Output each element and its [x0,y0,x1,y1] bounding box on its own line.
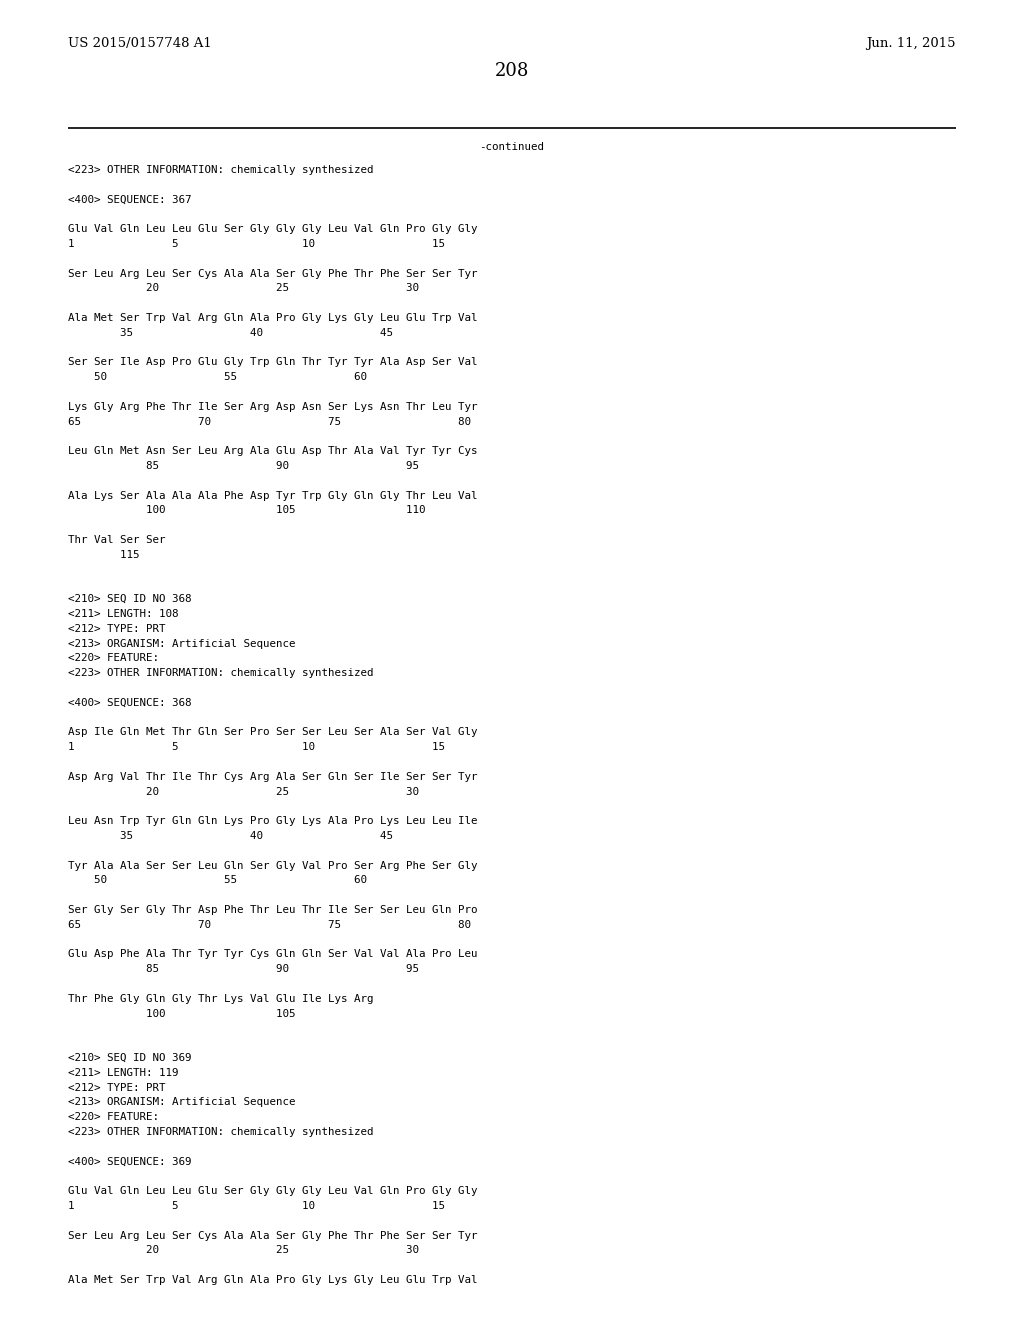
Text: Thr Val Ser Ser: Thr Val Ser Ser [68,535,166,545]
Text: 85                  90                  95: 85 90 95 [68,461,419,471]
Text: <212> TYPE: PRT: <212> TYPE: PRT [68,1082,166,1093]
Text: 50                  55                  60: 50 55 60 [68,372,367,383]
Text: 65                  70                  75                  80: 65 70 75 80 [68,417,471,426]
Text: <223> OTHER INFORMATION: chemically synthesized: <223> OTHER INFORMATION: chemically synt… [68,165,374,176]
Text: Ala Lys Ser Ala Ala Ala Phe Asp Tyr Trp Gly Gln Gly Thr Leu Val: Ala Lys Ser Ala Ala Ala Phe Asp Tyr Trp … [68,491,477,500]
Text: 20                  25                  30: 20 25 30 [68,1245,419,1255]
Text: <400> SEQUENCE: 367: <400> SEQUENCE: 367 [68,194,191,205]
Text: -continued: -continued [479,143,545,152]
Text: 100                 105                 110: 100 105 110 [68,506,426,515]
Text: Ser Ser Ile Asp Pro Glu Gly Trp Gln Thr Tyr Tyr Ala Asp Ser Val: Ser Ser Ile Asp Pro Glu Gly Trp Gln Thr … [68,358,477,367]
Text: <220> FEATURE:: <220> FEATURE: [68,653,159,664]
Text: 20                  25                  30: 20 25 30 [68,787,419,796]
Text: 50                  55                  60: 50 55 60 [68,875,367,886]
Text: Glu Val Gln Leu Leu Glu Ser Gly Gly Gly Leu Val Gln Pro Gly Gly: Glu Val Gln Leu Leu Glu Ser Gly Gly Gly … [68,224,477,234]
Text: 85                  90                  95: 85 90 95 [68,964,419,974]
Text: Thr Phe Gly Gln Gly Thr Lys Val Glu Ile Lys Arg: Thr Phe Gly Gln Gly Thr Lys Val Glu Ile … [68,994,374,1003]
Text: 100                 105: 100 105 [68,1008,296,1019]
Text: 1               5                   10                  15: 1 5 10 15 [68,1201,445,1210]
Text: <210> SEQ ID NO 368: <210> SEQ ID NO 368 [68,594,191,605]
Text: 35                  40                  45: 35 40 45 [68,832,393,841]
Text: US 2015/0157748 A1: US 2015/0157748 A1 [68,37,212,50]
Text: <223> OTHER INFORMATION: chemically synthesized: <223> OTHER INFORMATION: chemically synt… [68,668,374,678]
Text: Ser Leu Arg Leu Ser Cys Ala Ala Ser Gly Phe Thr Phe Ser Ser Tyr: Ser Leu Arg Leu Ser Cys Ala Ala Ser Gly … [68,268,477,279]
Text: 115: 115 [68,550,139,560]
Text: Glu Asp Phe Ala Thr Tyr Tyr Cys Gln Gln Ser Val Val Ala Pro Leu: Glu Asp Phe Ala Thr Tyr Tyr Cys Gln Gln … [68,949,477,960]
Text: <210> SEQ ID NO 369: <210> SEQ ID NO 369 [68,1053,191,1063]
Text: <400> SEQUENCE: 368: <400> SEQUENCE: 368 [68,698,191,708]
Text: Ser Leu Arg Leu Ser Cys Ala Ala Ser Gly Phe Thr Phe Ser Ser Tyr: Ser Leu Arg Leu Ser Cys Ala Ala Ser Gly … [68,1230,477,1241]
Text: <400> SEQUENCE: 369: <400> SEQUENCE: 369 [68,1156,191,1167]
Text: Ser Gly Ser Gly Thr Asp Phe Thr Leu Thr Ile Ser Ser Leu Gln Pro: Ser Gly Ser Gly Thr Asp Phe Thr Leu Thr … [68,906,477,915]
Text: 35                  40                  45: 35 40 45 [68,327,393,338]
Text: Leu Gln Met Asn Ser Leu Arg Ala Glu Asp Thr Ala Val Tyr Tyr Cys: Leu Gln Met Asn Ser Leu Arg Ala Glu Asp … [68,446,477,457]
Text: 1               5                   10                  15: 1 5 10 15 [68,239,445,249]
Text: <223> OTHER INFORMATION: chemically synthesized: <223> OTHER INFORMATION: chemically synt… [68,1127,374,1137]
Text: 65                  70                  75                  80: 65 70 75 80 [68,920,471,929]
Text: Asp Ile Gln Met Thr Gln Ser Pro Ser Ser Leu Ser Ala Ser Val Gly: Asp Ile Gln Met Thr Gln Ser Pro Ser Ser … [68,727,477,738]
Text: Asp Arg Val Thr Ile Thr Cys Arg Ala Ser Gln Ser Ile Ser Ser Tyr: Asp Arg Val Thr Ile Thr Cys Arg Ala Ser … [68,772,477,781]
Text: Leu Asn Trp Tyr Gln Gln Lys Pro Gly Lys Ala Pro Lys Leu Leu Ile: Leu Asn Trp Tyr Gln Gln Lys Pro Gly Lys … [68,816,477,826]
Text: 20                  25                  30: 20 25 30 [68,284,419,293]
Text: 208: 208 [495,62,529,81]
Text: Glu Val Gln Leu Leu Glu Ser Gly Gly Gly Leu Val Gln Pro Gly Gly: Glu Val Gln Leu Leu Glu Ser Gly Gly Gly … [68,1187,477,1196]
Text: <220> FEATURE:: <220> FEATURE: [68,1113,159,1122]
Text: <213> ORGANISM: Artificial Sequence: <213> ORGANISM: Artificial Sequence [68,1097,296,1107]
Text: Jun. 11, 2015: Jun. 11, 2015 [866,37,956,50]
Text: <213> ORGANISM: Artificial Sequence: <213> ORGANISM: Artificial Sequence [68,639,296,648]
Text: Lys Gly Arg Phe Thr Ile Ser Arg Asp Asn Ser Lys Asn Thr Leu Tyr: Lys Gly Arg Phe Thr Ile Ser Arg Asp Asn … [68,401,477,412]
Text: Ala Met Ser Trp Val Arg Gln Ala Pro Gly Lys Gly Leu Glu Trp Val: Ala Met Ser Trp Val Arg Gln Ala Pro Gly … [68,1275,477,1284]
Text: 1               5                   10                  15: 1 5 10 15 [68,742,445,752]
Text: <212> TYPE: PRT: <212> TYPE: PRT [68,624,166,634]
Text: Tyr Ala Ala Ser Ser Leu Gln Ser Gly Val Pro Ser Arg Phe Ser Gly: Tyr Ala Ala Ser Ser Leu Gln Ser Gly Val … [68,861,477,871]
Text: <211> LENGTH: 108: <211> LENGTH: 108 [68,609,178,619]
Text: <211> LENGTH: 119: <211> LENGTH: 119 [68,1068,178,1078]
Text: Ala Met Ser Trp Val Arg Gln Ala Pro Gly Lys Gly Leu Glu Trp Val: Ala Met Ser Trp Val Arg Gln Ala Pro Gly … [68,313,477,323]
